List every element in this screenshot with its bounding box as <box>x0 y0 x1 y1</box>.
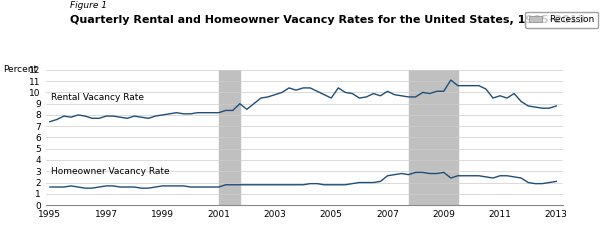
Text: Quarterly Rental and Homeowner Vacancy Rates for the United States, 1995–2013: Quarterly Rental and Homeowner Vacancy R… <box>70 15 585 25</box>
Text: Homeowner Vacancy Rate: Homeowner Vacancy Rate <box>51 167 170 176</box>
Text: Figure 1: Figure 1 <box>70 1 107 10</box>
Text: Percent: Percent <box>3 65 37 74</box>
Bar <box>219 70 240 205</box>
Bar <box>409 70 458 205</box>
Legend: Recession: Recession <box>525 11 599 28</box>
Text: Rental Vacancy Rate: Rental Vacancy Rate <box>51 93 144 102</box>
